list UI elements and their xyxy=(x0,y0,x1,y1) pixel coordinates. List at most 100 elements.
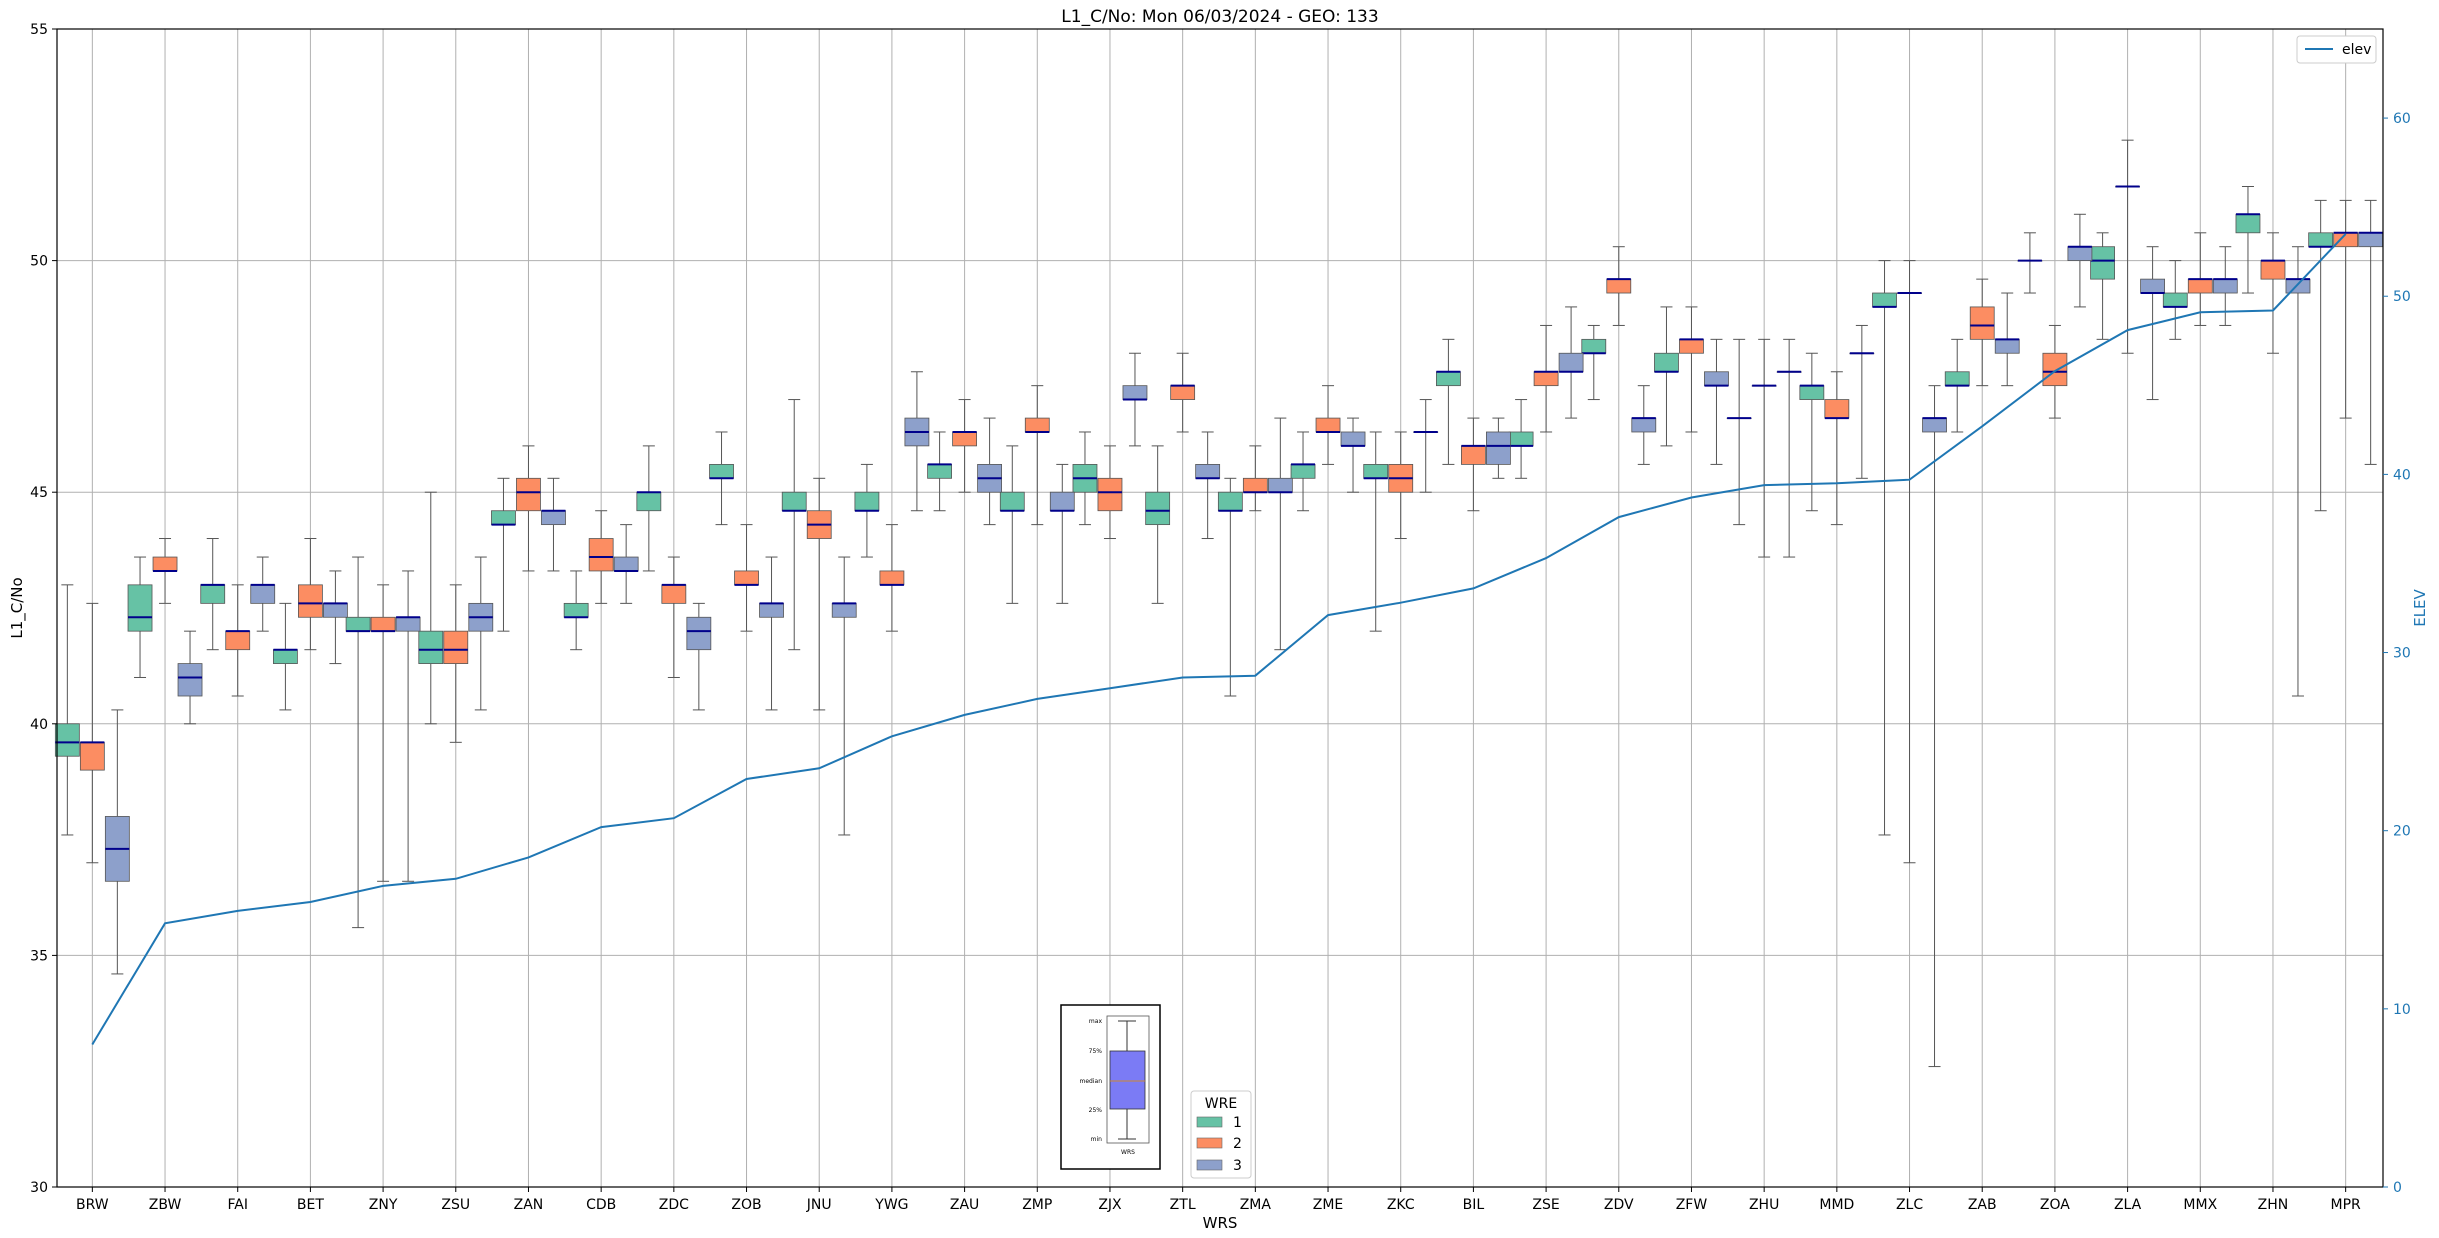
x-tick-label: ZMA xyxy=(1240,1197,1272,1213)
grid-layer xyxy=(57,29,2383,1187)
box-wre-3 xyxy=(1486,431,1511,465)
box-wre-1 xyxy=(2162,292,2188,308)
x-tick-label: ZLC xyxy=(1896,1197,1923,1213)
box-wre-2 xyxy=(1024,417,1050,433)
box-wre-3 xyxy=(2212,278,2238,294)
box-wre-2 xyxy=(1315,417,1341,433)
x-tick-label: ZHU xyxy=(1749,1197,1779,1213)
elev-legend-frame xyxy=(2296,35,2377,64)
box-wre-1 xyxy=(1145,491,1171,526)
x-tick-label: ZAU xyxy=(950,1197,979,1213)
box-wre-1 xyxy=(999,491,1025,512)
x-tick-label: BRW xyxy=(76,1197,109,1213)
box-wre-1 xyxy=(636,491,662,512)
box-wre-1 xyxy=(1654,352,1679,373)
inset-label-max: max xyxy=(1089,1018,1103,1025)
box-wre-1 xyxy=(491,510,516,526)
box-wre-1 xyxy=(1217,491,1243,512)
box-layer xyxy=(54,139,2384,1068)
x-tick-label: ZHN xyxy=(2258,1197,2289,1213)
y-tick-label: 55 xyxy=(30,22,48,38)
elev-line-layer xyxy=(91,233,2347,1046)
box-wre-2 xyxy=(1533,371,1559,387)
box-wre-2 xyxy=(2042,352,2068,387)
x-tick-label: ZTL xyxy=(1170,1197,1196,1213)
x-tick-label: BIL xyxy=(1463,1197,1485,1213)
y-tick-label: 45 xyxy=(30,485,48,501)
box-wre-3 xyxy=(831,602,857,618)
right-y-axis-label: ELEV xyxy=(2411,588,2429,626)
x-tick-label: ZBW xyxy=(149,1197,182,1213)
box-wre-1 xyxy=(1436,371,1461,387)
x-tick-label: CDB xyxy=(586,1197,616,1213)
x-tick-label: ZSE xyxy=(1532,1197,1559,1213)
box-wre-1 xyxy=(200,584,226,604)
box-wre-1 xyxy=(2090,246,2115,280)
box-wre-3 xyxy=(686,616,712,651)
y-tick-label: 30 xyxy=(30,1180,48,1196)
box-wre-3 xyxy=(2358,232,2384,248)
box-wre-1 xyxy=(418,630,444,664)
inset-label-median: median xyxy=(1080,1078,1103,1085)
box-wre-2 xyxy=(443,630,469,664)
right-y-tick-layer: 0 10 20 30 40 50 60 xyxy=(2383,111,2411,1196)
right-y-tick-label: 40 xyxy=(2393,467,2411,483)
x-tick-label: ZME xyxy=(1313,1197,1344,1213)
x-axis-label: WRS xyxy=(1203,1214,1238,1232)
x-tick-label: ZMP xyxy=(1022,1197,1052,1213)
x-tick-label: ZDC xyxy=(659,1197,689,1213)
box-wre-2 xyxy=(734,570,759,586)
x-tick-label: ZDV xyxy=(1604,1197,1634,1213)
box-wre-3 xyxy=(541,510,566,526)
wre-legend-frame xyxy=(1190,1090,1252,1179)
box-wre-1 xyxy=(1290,464,1316,479)
box-wre-1 xyxy=(927,464,952,479)
box-wre-2 xyxy=(1097,477,1123,512)
x-tick-label: ZOB xyxy=(731,1197,761,1213)
elev-legend: elev xyxy=(2296,35,2377,64)
x-tick-label: ZFW xyxy=(1676,1197,1708,1213)
box-wre-2 xyxy=(152,556,178,572)
y-tick-label: 40 xyxy=(30,717,48,733)
box-wre-1 xyxy=(273,649,298,664)
x-tick-label: ZAN xyxy=(514,1197,544,1213)
box-wre-1 xyxy=(54,723,80,757)
box-wre-2 xyxy=(370,616,396,632)
x-tick-label: MMX xyxy=(2183,1197,2217,1213)
box-wre-2 xyxy=(661,584,687,604)
right-y-tick-label: 10 xyxy=(2393,1002,2411,1018)
box-wre-2 xyxy=(879,570,905,586)
right-y-tick-label: 0 xyxy=(2393,1180,2402,1196)
x-tick-label: JNU xyxy=(806,1197,832,1213)
x-tick-label: ZOA xyxy=(2040,1197,2070,1213)
box-wre-1 xyxy=(854,491,880,512)
box-wre-1 xyxy=(1581,338,1607,354)
x-tick-label: ZJX xyxy=(1098,1197,1122,1213)
box-wre-2 xyxy=(2260,260,2286,280)
wre-legend-label-2: 2 xyxy=(1233,1136,1242,1152)
box-wre-2 xyxy=(1170,385,1196,400)
box-wre-1 xyxy=(2308,232,2334,248)
box-wre-3 xyxy=(1922,417,1947,433)
box-wre-1 xyxy=(127,584,153,632)
box-wre-2 xyxy=(2187,278,2213,294)
right-y-tick-label: 30 xyxy=(2393,646,2411,662)
box-wre-3 xyxy=(1558,352,1584,373)
x-tick-label: BET xyxy=(297,1197,324,1213)
box-wre-3 xyxy=(1704,371,1729,387)
elev-line xyxy=(91,233,2347,1046)
x-tick-label: YWG xyxy=(874,1197,908,1213)
box-wre-3 xyxy=(1994,338,2020,354)
box-wre-1 xyxy=(1799,385,1825,400)
box-wre-1 xyxy=(1363,464,1389,479)
box-wre-3 xyxy=(323,602,348,618)
x-tick-layer: BRW ZBW FAI BET ZNY ZSU ZAN CDB ZDC ZOB JNU YWG ZAU Z… xyxy=(76,1187,2361,1213)
box-wre-3 xyxy=(177,663,203,697)
y-tick-layer: 30 35 40 45 50 55 xyxy=(30,22,57,1196)
x-tick-label: FAI xyxy=(227,1197,247,1213)
elev-legend-label: elev xyxy=(2342,42,2371,58)
right-y-tick-label: 60 xyxy=(2393,111,2411,127)
box-wre-2 xyxy=(588,538,614,572)
inset-label-min: min xyxy=(1091,1136,1103,1143)
